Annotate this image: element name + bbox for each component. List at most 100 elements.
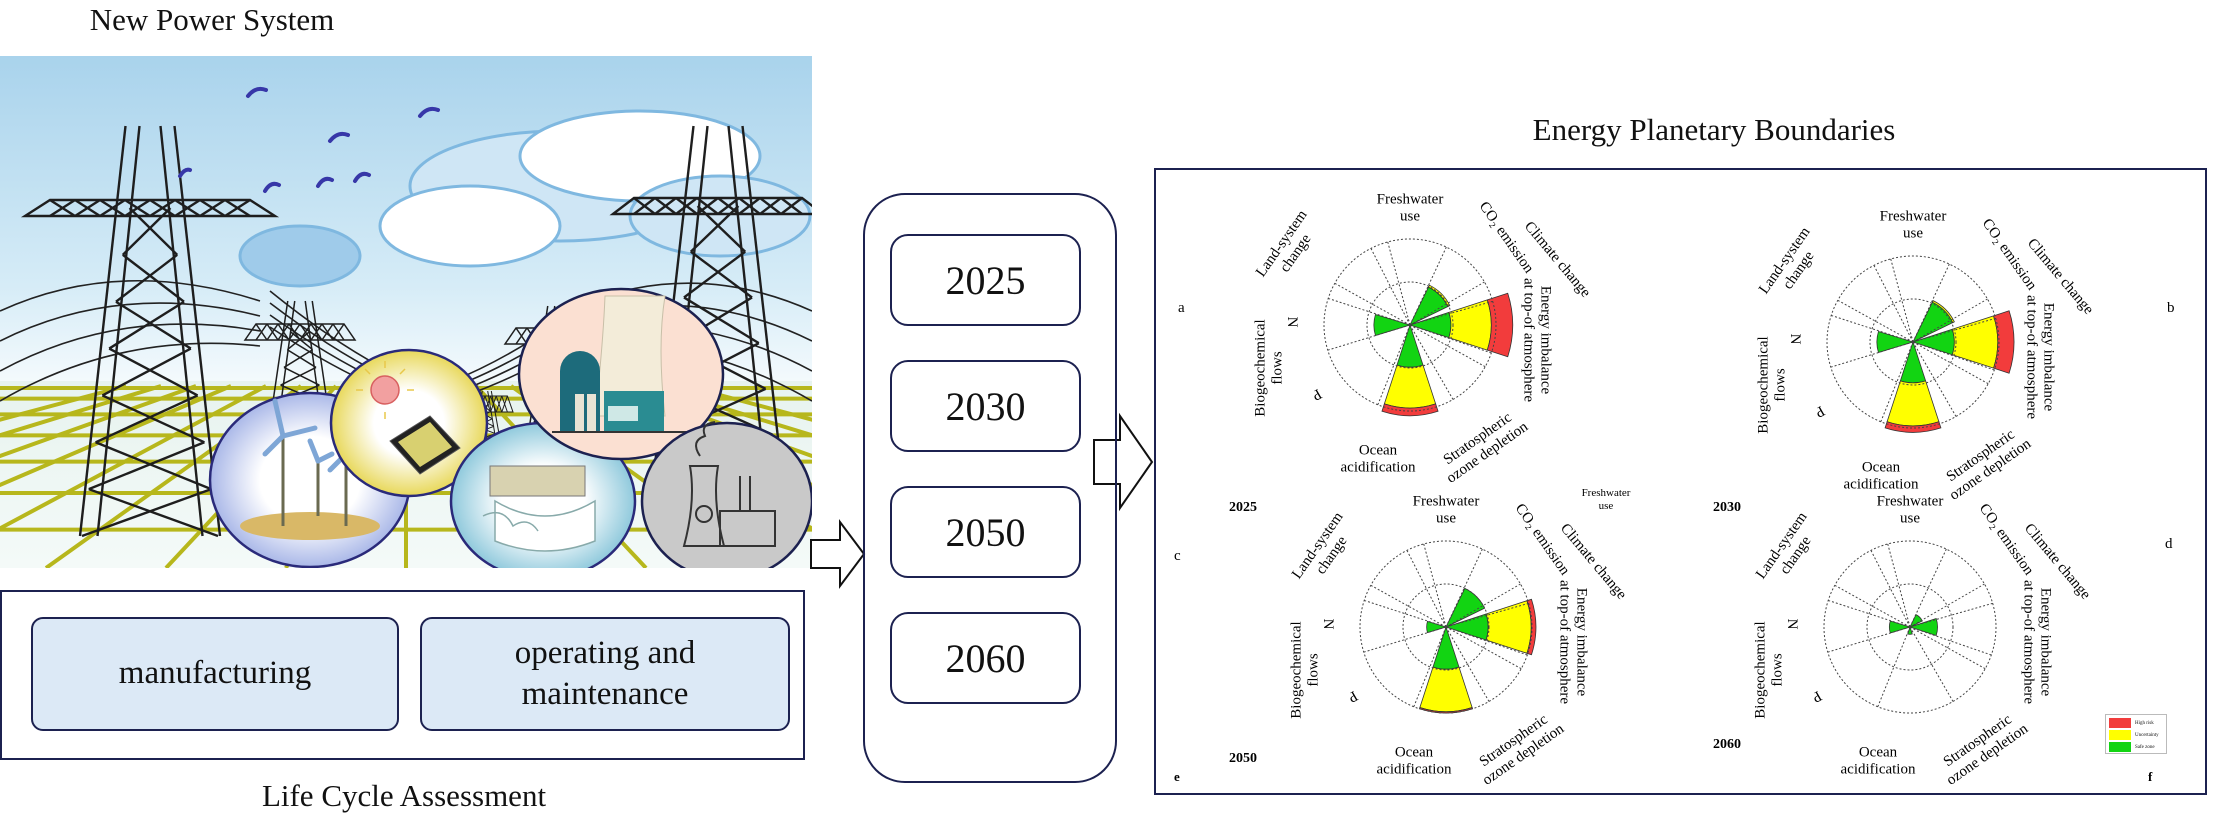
wedge-safe-zone	[1908, 617, 1938, 637]
panel-letter: d	[2165, 536, 2173, 552]
power-system-illustration	[0, 56, 812, 568]
label-p: P	[1809, 687, 1824, 705]
wedge-safe-zone	[1373, 313, 1412, 337]
corner-letter-f: f	[2148, 769, 2153, 784]
label-line: Ocean	[1359, 443, 1398, 459]
label-land: Land-systemchange	[1289, 509, 1361, 592]
wedge-safe-zone	[1899, 340, 1927, 384]
grid-line	[685, 384, 812, 422]
label-co2: CO₂ emission	[1476, 199, 1537, 277]
label-line: use	[1903, 226, 1923, 242]
label-line: P	[1812, 402, 1827, 420]
solar-power-bubble	[329, 348, 489, 498]
label-line: Freshwater	[1877, 494, 1944, 510]
legend-high-risk: High risk	[2109, 717, 2163, 729]
panel-letter: a	[1178, 300, 1185, 316]
label-line: Energy imbalance	[1538, 286, 1554, 395]
label-freshwater: Freshwater use	[1377, 192, 1444, 225]
wedge-safe-zone	[1396, 323, 1424, 368]
panel-year: 2030	[1713, 500, 1741, 515]
year-2025: 2025	[890, 234, 1081, 326]
label-ocean: Ocean acidification	[1341, 443, 1416, 476]
label-line: acidification	[1844, 477, 1919, 493]
arrow-to-boundaries	[1093, 412, 1154, 512]
scenario-years-box	[863, 193, 1117, 783]
birds	[178, 86, 440, 193]
legend-label: Uncertainty	[2135, 732, 2159, 738]
wedge-uncertainty	[1931, 300, 1955, 324]
legend-label: High risk	[2135, 720, 2154, 726]
label-p: P	[1345, 687, 1360, 705]
grid-spoke	[1827, 626, 1911, 653]
label-co2: CO₂ emission	[1979, 216, 2040, 294]
grid-spoke	[1909, 583, 1985, 628]
label-line: P	[1809, 687, 1824, 705]
hydro-power-bubble	[449, 421, 637, 568]
label-line: Energy imbalance	[2041, 303, 2057, 412]
grid-spoke	[1387, 241, 1411, 326]
wedge-uncertainty	[1383, 364, 1437, 409]
label-ozone: Stratosphericozone depletion	[1937, 422, 2034, 504]
label-land: Land-systemchange	[1253, 207, 1325, 290]
label-line: acidification	[1841, 762, 1916, 778]
grid-line	[0, 384, 197, 459]
label-line: N	[1784, 619, 1800, 630]
thermal-power-bubble	[640, 421, 812, 568]
power-system-title: New Power System	[89, 2, 335, 37]
stray-label-line2: use	[1599, 500, 1614, 512]
label-line: CO₂ emission	[1979, 216, 2040, 294]
panel-year: 2025	[1229, 500, 1257, 515]
label-line: Freshwater	[1413, 494, 1480, 510]
year-2050: 2050	[890, 486, 1081, 578]
year-2030: 2030	[890, 360, 1081, 452]
label-co2: CO₂ emission	[1512, 501, 1573, 579]
label-line: CO₂ emission	[1976, 501, 2037, 579]
label-line: use	[1436, 511, 1456, 527]
grid-line	[0, 384, 232, 488]
label-ozone: Stratosphericozone depletion	[1434, 405, 1531, 487]
grid-circle	[1826, 255, 2000, 429]
wedge-high-risk	[1486, 292, 1514, 358]
label-line: P	[1345, 687, 1360, 705]
label-n: N	[1320, 619, 1336, 630]
label-line: at top-of atmosphere	[2021, 580, 2037, 704]
stage-manufacturing: manufacturing	[31, 617, 399, 731]
label-line: Biogeochemical	[1756, 336, 1772, 433]
label-line: Freshwater	[1377, 192, 1444, 208]
legend: High risk Uncertainty Safe zone	[2105, 714, 2167, 754]
label-line: acidification	[1377, 762, 1452, 778]
grid-line	[0, 384, 162, 438]
flow-arrows	[810, 412, 1154, 589]
label-line: CO₂ emission	[1476, 199, 1537, 277]
panel-year: 2050	[1229, 751, 1257, 766]
label-bio: Biogeochemicalflows	[1753, 621, 1786, 718]
wedge-safe-zone	[1426, 620, 1448, 634]
power-line	[0, 323, 261, 372]
swatch-uncertainty	[2109, 730, 2131, 740]
label-line: Ocean	[1395, 745, 1434, 761]
label-bio: Biogeochemicalflows	[1289, 621, 1322, 718]
label-ozone: Stratosphericozone depletion	[1934, 707, 2031, 789]
label-line: N	[1284, 317, 1300, 328]
label-line: Biogeochemical	[1253, 319, 1269, 416]
grid-spoke	[1890, 258, 1914, 343]
label-line: N	[1320, 619, 1336, 630]
grid-spoke	[1870, 550, 1911, 628]
label-line: flows	[1270, 351, 1286, 384]
swatch-safe-zone	[2109, 742, 2131, 752]
wedge-uncertainty	[1448, 299, 1492, 351]
label-p: P	[1812, 402, 1827, 420]
label-line: P	[1309, 385, 1324, 403]
nuclear-power-bubble	[517, 287, 725, 461]
grid-spoke	[1327, 324, 1411, 351]
label-n: N	[1787, 334, 1803, 345]
grid-circle	[1366, 281, 1454, 369]
panel-letter: b	[2167, 300, 2175, 316]
label-line: Freshwater	[1880, 209, 1947, 225]
label-n: N	[1284, 317, 1300, 328]
arrow-to-years	[810, 519, 866, 589]
grid-circle	[1866, 583, 1954, 671]
wedge-uncertainty	[1419, 666, 1473, 713]
